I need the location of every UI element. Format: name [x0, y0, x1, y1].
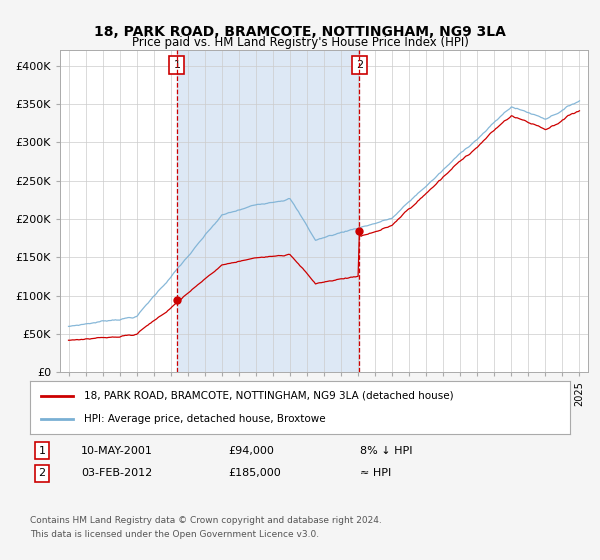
Text: 18, PARK ROAD, BRAMCOTE, NOTTINGHAM, NG9 3LA: 18, PARK ROAD, BRAMCOTE, NOTTINGHAM, NG9…	[94, 25, 506, 39]
Text: 18, PARK ROAD, BRAMCOTE, NOTTINGHAM, NG9 3LA (detached house): 18, PARK ROAD, BRAMCOTE, NOTTINGHAM, NG9…	[84, 391, 454, 401]
Text: Contains HM Land Registry data © Crown copyright and database right 2024.: Contains HM Land Registry data © Crown c…	[30, 516, 382, 525]
Text: 03-FEB-2012: 03-FEB-2012	[81, 468, 152, 478]
Text: Price paid vs. HM Land Registry's House Price Index (HPI): Price paid vs. HM Land Registry's House …	[131, 36, 469, 49]
Text: 1: 1	[173, 60, 181, 70]
Text: 2: 2	[38, 468, 46, 478]
Text: £94,000: £94,000	[228, 446, 274, 456]
Text: £185,000: £185,000	[228, 468, 281, 478]
Text: 10-MAY-2001: 10-MAY-2001	[81, 446, 153, 456]
Text: This data is licensed under the Open Government Licence v3.0.: This data is licensed under the Open Gov…	[30, 530, 319, 539]
Text: 8% ↓ HPI: 8% ↓ HPI	[360, 446, 413, 456]
Text: 1: 1	[38, 446, 46, 456]
Text: 2: 2	[356, 60, 363, 70]
Bar	[177, 50, 359, 372]
Text: HPI: Average price, detached house, Broxtowe: HPI: Average price, detached house, Brox…	[84, 414, 326, 424]
Text: ≈ HPI: ≈ HPI	[360, 468, 391, 478]
